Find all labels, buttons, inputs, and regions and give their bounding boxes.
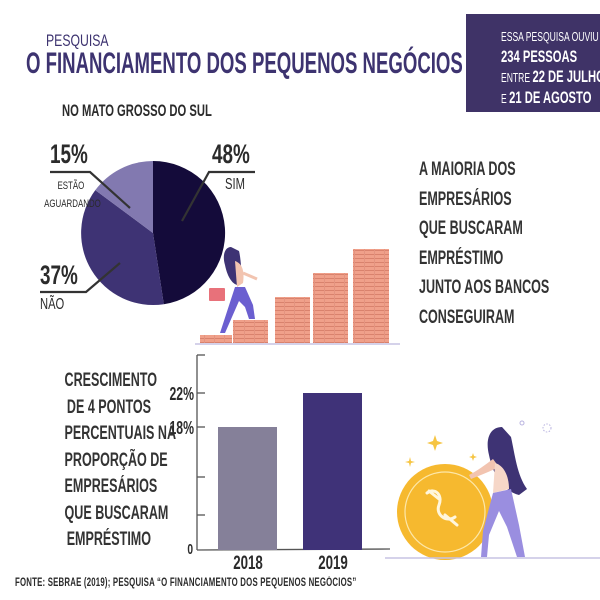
coin-stack-5 (353, 249, 389, 343)
year-label-2019: 2019 (318, 553, 348, 574)
coin-stack-2 (233, 320, 268, 343)
sparkle-icon (405, 457, 415, 467)
briefcase (209, 288, 225, 301)
source-note: FONTE: SEBRAE (2019); PESQUISA “O FINANC… (15, 577, 357, 589)
growth-line: DE 4 PONTOS (66, 396, 151, 418)
coin-stairs-illustration (195, 247, 400, 345)
dollar-coin (397, 464, 493, 560)
growth-line: QUE BUSCARAM (64, 502, 169, 524)
leader-line-sim (181, 170, 255, 222)
pie-chart (40, 160, 255, 305)
headline-line: JUNTO AOS BANCOS (419, 277, 550, 298)
pie-label-aguardando-l1: ESTÃO (57, 180, 84, 192)
headline-line: EMPRÉSTIMO (419, 247, 504, 269)
pie-pct-sim: 48% (212, 139, 250, 169)
pie-pct-aguardando: 15% (50, 139, 88, 169)
info-line-4-small: E (501, 91, 510, 106)
pie-label-aguardando-l2: AGUARDANDO (44, 198, 101, 210)
subtitle: NO MATO GROSSO DO SUL (62, 101, 212, 120)
growth-line: PROPORÇÃO DE (64, 449, 168, 471)
leader-line-aguardando (50, 170, 131, 209)
pie-label-nao: NÃO (40, 296, 65, 313)
tick-label-22: 22% (169, 384, 194, 404)
info-line-3-bold: 22 DE JULHO (532, 67, 600, 86)
pie-label-sim: SIM (225, 176, 245, 193)
pie-slice-nao (81, 190, 164, 305)
woman-hair (487, 427, 527, 495)
info-line-4: E 21 DE AGOSTO (501, 88, 591, 109)
headline-line: EMPRESÁRIOS (419, 188, 512, 210)
pie-label-aguardando: ESTÃO AGUARDANDO (22, 176, 101, 212)
survey-info-box: ESSA PESQUISA OUVIU 234 PESSOAS ENTRE 22… (466, 14, 600, 112)
growth-line: EMPRESÁRIOS (64, 476, 158, 497)
headline-line: CONSEGUIRAM (419, 306, 515, 328)
page-title: O FINANCIAMENTO DOS PEQUENOS NEGÓCIOS (26, 47, 463, 80)
growth-line: CRESCIMENTO (64, 370, 157, 391)
tick-label-18: 18% (169, 418, 194, 438)
headline-line: A MAIORIA DOS (419, 159, 516, 180)
pie-slice-aguardando (95, 161, 153, 233)
headline: A MAIORIA DOS EMPRESÁRIOS QUE BUSCARAM E… (419, 155, 600, 332)
info-line-4-bold: 21 DE AGOSTO (509, 88, 592, 107)
woman-pants (481, 489, 525, 557)
info-line-1: ESSA PESQUISA OUVIU (501, 29, 599, 44)
bar-2018 (218, 427, 277, 550)
growth-line: PERCENTUAIS NA (64, 423, 177, 444)
woman-pants (220, 287, 255, 333)
growth-line: EMPRÉSTIMO (66, 529, 151, 550)
info-line-3: ENTRE 22 DE JULHO (501, 67, 600, 88)
pie-slice-sim (153, 160, 226, 305)
coin-stack-1 (200, 335, 232, 343)
sparkle-icon (427, 435, 443, 451)
dollar-sign-icon (425, 489, 459, 527)
bar-chart (196, 354, 390, 551)
coin-stack-4 (313, 273, 348, 343)
coin-push-illustration (385, 420, 600, 560)
info-line-3-small: ENTRE (501, 70, 533, 85)
pretitle: PESQUISA (46, 31, 109, 50)
sparkle-icon (469, 453, 477, 461)
year-label-2018: 2018 (233, 553, 263, 574)
info-line-2: 234 PESSOAS (501, 47, 578, 66)
tick-label-0: 0 (187, 541, 193, 558)
bar-2019 (303, 393, 362, 550)
growth-description: CRESCIMENTO DE 4 PONTOS PERCENTUAIS NA P… (20, 368, 177, 554)
leader-line-nao (40, 262, 121, 294)
headline-line: QUE BUSCARAM (419, 218, 523, 239)
coin-stack-3 (275, 297, 310, 343)
pie-pct-nao: 37% (40, 260, 78, 290)
